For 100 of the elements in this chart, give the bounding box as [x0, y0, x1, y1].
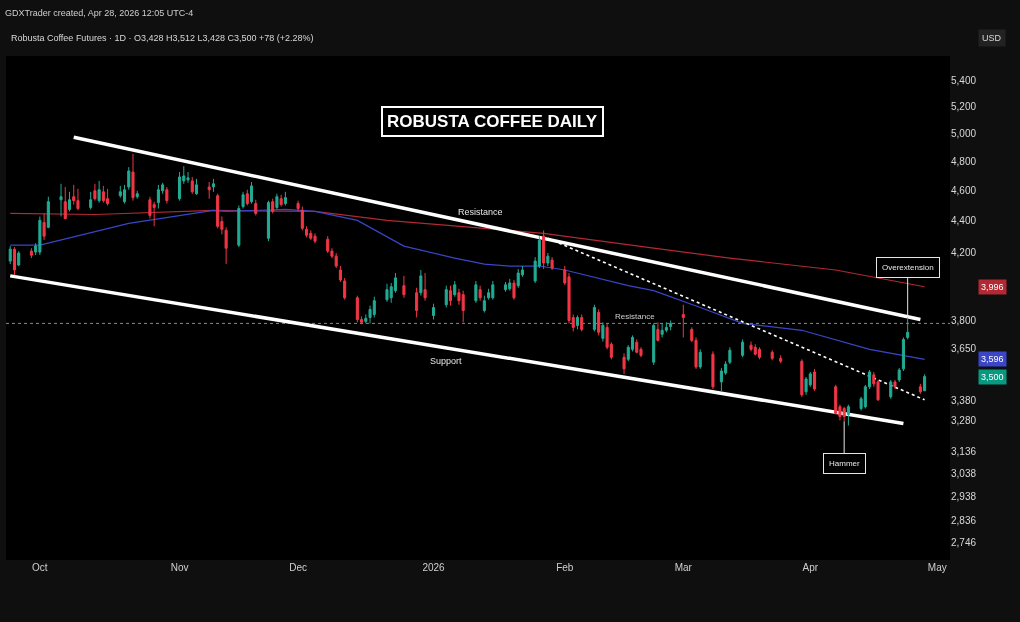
candlestick — [800, 358, 804, 398]
candlestick — [279, 194, 283, 208]
y-tick-label: 2,836 — [951, 514, 977, 526]
candlestick — [296, 200, 300, 212]
candlestick — [266, 200, 270, 242]
ref-line-label: Resistance — [615, 312, 656, 321]
candlestick — [893, 379, 897, 390]
candlestick — [635, 338, 639, 354]
candlestick — [38, 215, 42, 256]
candlestick — [444, 285, 448, 309]
candlestick — [503, 281, 508, 293]
candlestick — [461, 290, 465, 323]
candlestick — [89, 191, 93, 210]
y-tick-label: 3,136 — [951, 446, 977, 458]
candlestick — [546, 252, 550, 267]
candlestick — [656, 321, 660, 342]
candlestick — [580, 313, 584, 332]
candlestick — [622, 352, 626, 375]
y-tick-label: 5,400 — [951, 75, 977, 87]
candlestick — [127, 166, 131, 191]
x-tick-label: Apr — [802, 562, 819, 573]
candlestick — [652, 322, 656, 366]
y-tick-label: 3,038 — [951, 467, 977, 479]
candlestick — [512, 279, 516, 301]
candlestick — [770, 349, 774, 361]
y-tick-label: 3,800 — [951, 315, 977, 327]
x-tick-label: Dec — [289, 562, 307, 573]
text: 3,596 — [981, 354, 1004, 364]
text: Robusta Coffee Futures · 1D · O3,428 H3,512 L3,428 C3,500 +78 (+2.28%) — [11, 33, 314, 43]
y-tick-label: 4,800 — [951, 155, 977, 167]
candlestick — [448, 285, 453, 307]
candlestick — [29, 247, 33, 259]
candlestick — [923, 373, 927, 392]
candlestick — [804, 376, 808, 396]
candlestick — [271, 198, 275, 214]
candlestick — [592, 304, 596, 332]
text: GDXTrader created, Apr 28, 2026 12:05 UTC-4 — [5, 8, 194, 18]
candlestick — [415, 287, 419, 318]
annotation: Resistance — [458, 207, 503, 217]
text: ROBUSTA COFFEE DAILY — [387, 112, 598, 131]
candlestick — [46, 196, 50, 229]
candlestick — [326, 235, 330, 254]
candlestick — [211, 178, 215, 193]
candlestick — [254, 199, 258, 216]
candlestick — [97, 180, 101, 204]
candlestick — [207, 181, 211, 200]
candlestick — [165, 186, 169, 205]
candlestick — [106, 188, 110, 206]
candlestick — [889, 379, 893, 400]
candlestick — [432, 303, 436, 320]
candlestick — [309, 229, 313, 241]
candlestick — [741, 338, 745, 358]
candlestick — [664, 321, 668, 333]
y-tick-label: 4,400 — [951, 215, 977, 227]
candlestick — [135, 190, 139, 200]
candlestick — [385, 283, 389, 303]
candlestick — [601, 321, 605, 342]
candlestick — [72, 184, 76, 206]
candlestick — [93, 183, 97, 202]
candlestick — [474, 280, 478, 304]
x-tick-label: May — [927, 562, 947, 573]
candlestick — [753, 343, 757, 356]
candlestick — [419, 269, 423, 297]
candlestick — [423, 272, 427, 302]
candlestick — [249, 181, 254, 205]
candlestick — [491, 280, 495, 301]
candlestick — [681, 304, 685, 338]
candlestick — [660, 322, 664, 338]
candlestick — [757, 346, 762, 360]
x-tick-label: Mar — [674, 562, 693, 573]
candlestick — [12, 246, 16, 276]
candlestick — [59, 183, 63, 217]
candlestick — [283, 191, 287, 206]
annotation: Overextension — [882, 263, 934, 272]
candlestick — [131, 153, 135, 202]
y-tick-label: 4,600 — [951, 184, 977, 196]
candlestick — [152, 201, 156, 227]
candlestick — [402, 275, 406, 299]
y-tick-label: 3,280 — [951, 415, 977, 427]
candlestick — [334, 252, 338, 269]
x-tick-label: Oct — [32, 562, 48, 573]
candlestick — [813, 368, 817, 392]
x-tick-label: Feb — [556, 562, 574, 573]
x-tick-label: 2026 — [422, 562, 446, 573]
candlestick — [156, 184, 160, 210]
candlestick — [17, 250, 21, 267]
candlestick — [245, 189, 249, 206]
candlestick — [779, 354, 783, 364]
text: USD — [982, 33, 1002, 43]
y-tick-label: 5,200 — [951, 101, 977, 113]
candlestick — [76, 188, 80, 211]
candlestick — [846, 404, 850, 426]
candlestick — [516, 268, 520, 289]
candlestick — [453, 280, 457, 298]
candlestick — [63, 186, 67, 220]
candlestick — [67, 191, 72, 212]
candlestick — [194, 178, 199, 196]
text: 3,996 — [981, 282, 1004, 292]
candlestick — [300, 206, 304, 231]
annotation: Hammer — [829, 459, 860, 468]
